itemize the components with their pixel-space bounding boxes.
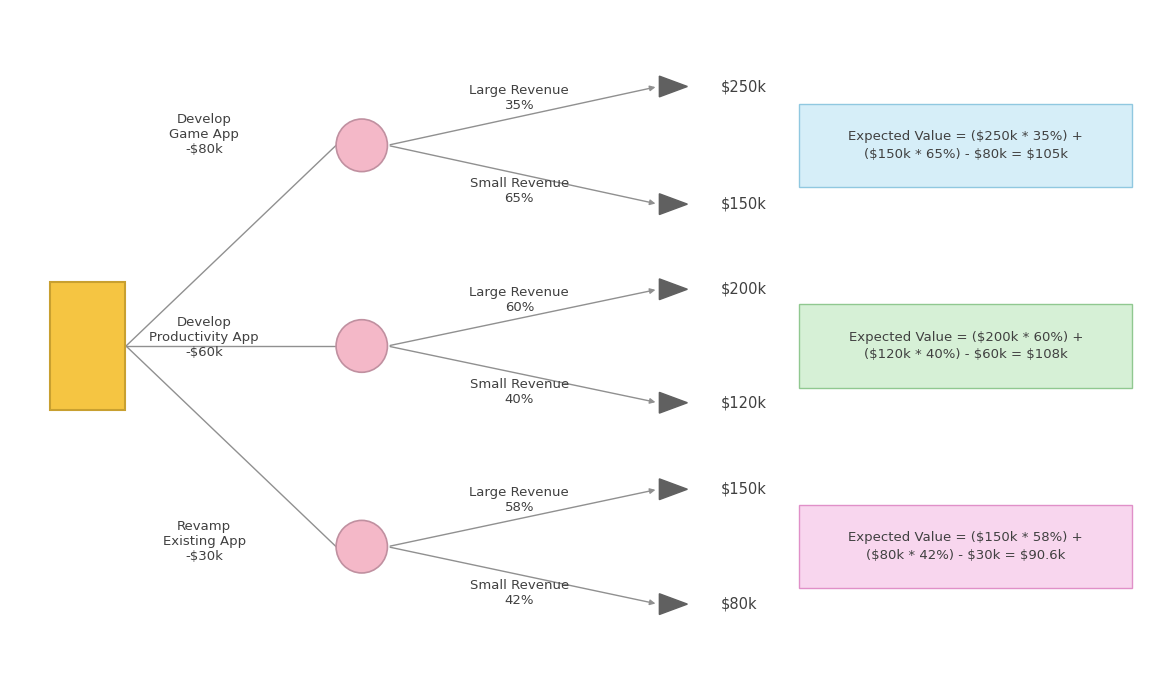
Ellipse shape (336, 320, 387, 372)
Text: $120k: $120k (721, 395, 767, 410)
Text: Expected Value = ($250k * 35%) +
($150k * 65%) - $80k = $105k: Expected Value = ($250k * 35%) + ($150k … (848, 130, 1083, 161)
Polygon shape (659, 392, 687, 413)
Text: Expected Value = ($150k * 58%) +
($80k * 42%) - $30k = $90.6k: Expected Value = ($150k * 58%) + ($80k *… (848, 531, 1083, 562)
Text: $150k: $150k (721, 197, 767, 212)
Text: Large Revenue
60%: Large Revenue 60% (469, 286, 569, 314)
FancyBboxPatch shape (49, 282, 126, 410)
FancyBboxPatch shape (799, 304, 1132, 388)
Text: $200k: $200k (721, 282, 768, 297)
Polygon shape (659, 279, 687, 300)
Text: Small Revenue
42%: Small Revenue 42% (469, 579, 569, 607)
Ellipse shape (336, 119, 387, 172)
Text: $250k: $250k (721, 79, 767, 94)
Text: Small Revenue
40%: Small Revenue 40% (469, 378, 569, 406)
Polygon shape (659, 194, 687, 215)
Polygon shape (659, 479, 687, 500)
Polygon shape (659, 76, 687, 97)
Text: Develop
Productivity App
-$60k: Develop Productivity App -$60k (149, 316, 259, 359)
Ellipse shape (336, 520, 387, 573)
Text: $80k: $80k (721, 597, 757, 612)
Polygon shape (659, 594, 687, 614)
FancyBboxPatch shape (799, 505, 1132, 588)
Text: Expected Value = ($200k * 60%) +
($120k * 40%) - $60k = $108k: Expected Value = ($200k * 60%) + ($120k … (848, 331, 1083, 361)
Text: $150k: $150k (721, 482, 767, 497)
Text: Develop
Game App
-$80k: Develop Game App -$80k (169, 113, 239, 156)
Text: Large Revenue
58%: Large Revenue 58% (469, 486, 569, 514)
Text: Large Revenue
35%: Large Revenue 35% (469, 84, 569, 112)
Text: Small Revenue
65%: Small Revenue 65% (469, 177, 569, 205)
FancyBboxPatch shape (799, 104, 1132, 187)
Text: Revamp
Existing App
-$30k: Revamp Existing App -$30k (162, 520, 246, 563)
